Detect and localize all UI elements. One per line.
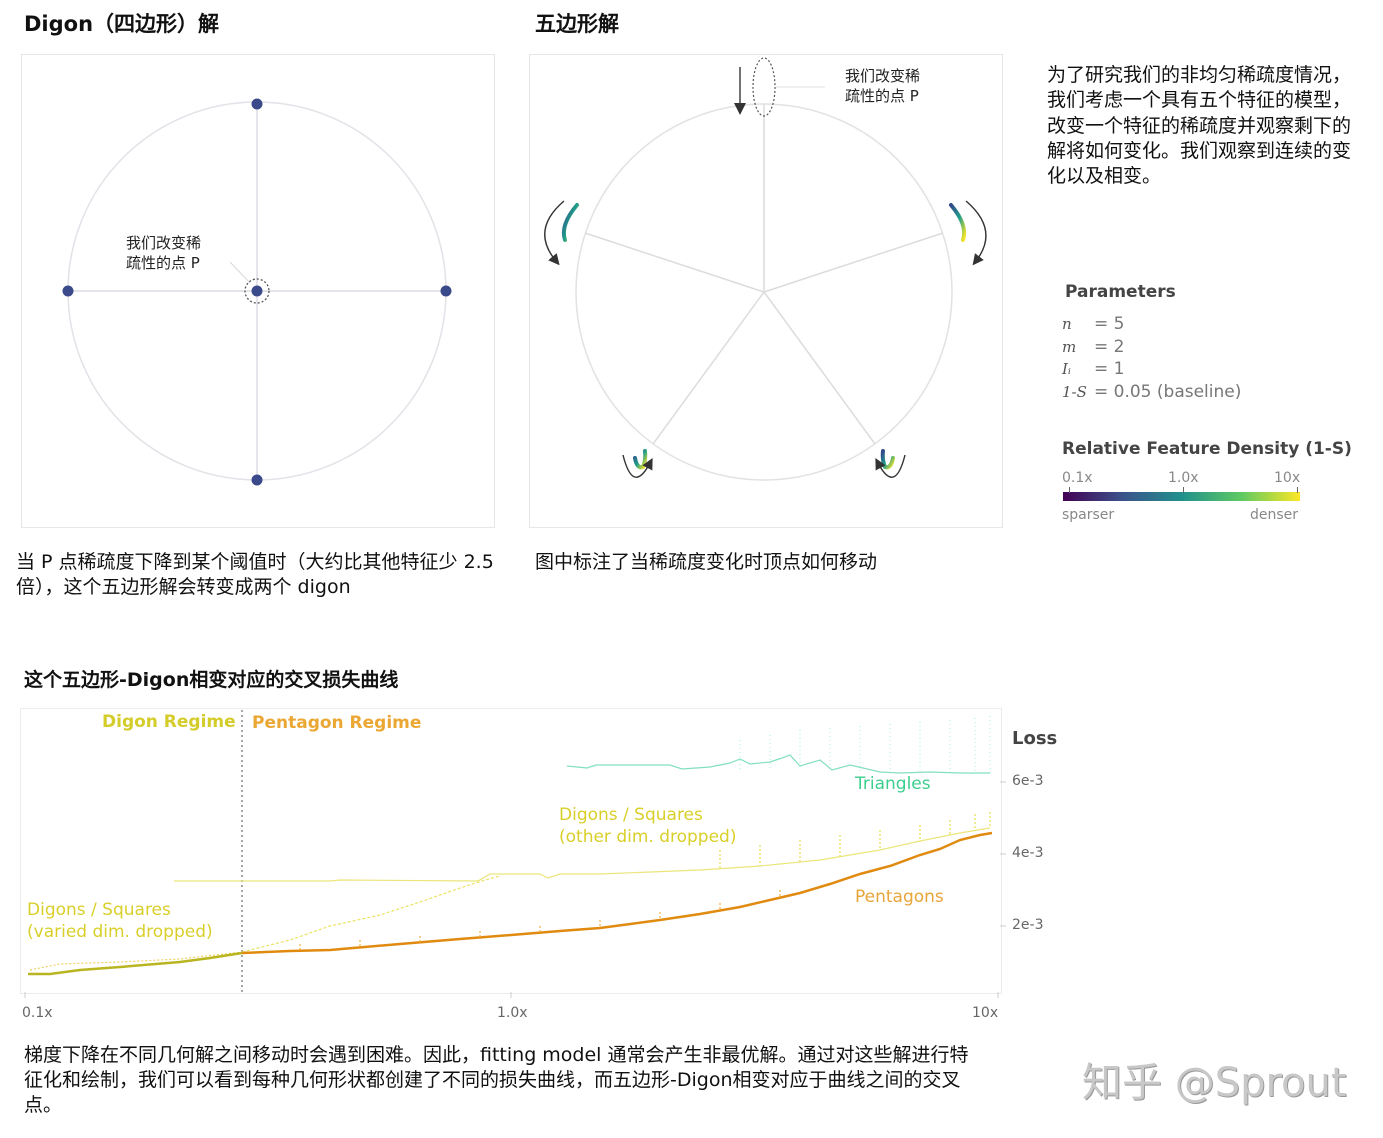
intro-text: 为了研究我们的非均匀稀疏度情况，我们考虑一个具有五个特征的模型，改变一个特征的稀… bbox=[1047, 64, 1352, 188]
colorbar-title: Relative Feature Density (1-S) bbox=[1062, 439, 1352, 459]
triangles-label: Triangles bbox=[855, 774, 931, 794]
digons-other-branch bbox=[241, 875, 501, 953]
y-tick-2e-3: 2e-3 bbox=[1012, 917, 1044, 933]
digons-other-line bbox=[174, 827, 991, 882]
y-axis-label: Loss bbox=[1012, 728, 1058, 749]
digon-diagram-panel: 我们改变稀 疏性的点 P bbox=[21, 54, 495, 528]
x-tick-0.1x: 0.1x bbox=[22, 1005, 53, 1021]
loss-chart-frame bbox=[20, 708, 1002, 994]
pentagons-label: Pentagons bbox=[855, 887, 944, 907]
param-importance: Iᵢ = 1 bbox=[1062, 359, 1125, 379]
chart-title: 这个五边形-Digon相变对应的交叉损失曲线 bbox=[24, 669, 399, 691]
pentagons-line bbox=[241, 831, 993, 955]
digons-other-variance bbox=[719, 812, 991, 870]
param-n: n = 5 bbox=[1062, 314, 1125, 334]
parameters-list: n = 5 m = 2 Iᵢ = 1 1-S = 0.05 (baseline) bbox=[1062, 313, 1241, 403]
watermark: 知乎 @Sprout bbox=[1082, 1060, 1347, 1106]
colorbar-gradient bbox=[1063, 492, 1300, 501]
triangles-line bbox=[566, 754, 990, 774]
y-tick-6e-3: 6e-3 bbox=[1012, 773, 1044, 789]
parameters-title: Parameters bbox=[1065, 282, 1176, 302]
colorbar-tick-low: 0.1x bbox=[1062, 470, 1093, 486]
digon-caption: 当 P 点稀疏度下降到某个阈值时（大约比其他特征少 2.5 倍），这个五边形解会… bbox=[16, 551, 494, 598]
vertex-bottom bbox=[251, 474, 263, 486]
digons-varied-line bbox=[28, 951, 243, 976]
colorbar-sparser-label: sparser bbox=[1062, 507, 1115, 523]
point-p-note: 我们改变稀 疏性的点 P bbox=[126, 233, 202, 273]
pentagon-caption: 图中标注了当稀疏度变化时顶点如何移动 bbox=[535, 551, 878, 573]
digons-other-label: Digons / Squares (other dim. dropped) bbox=[559, 805, 737, 847]
chart-caption: 梯度下降在不同几何解之间移动时会遇到困难。因此，fitting model 通常… bbox=[24, 1044, 969, 1116]
colorbar-tick-high: 10x bbox=[1274, 470, 1301, 486]
triangles-variance bbox=[739, 716, 991, 774]
vertex-left bbox=[62, 285, 74, 297]
y-tick-4e-3: 4e-3 bbox=[1012, 845, 1044, 861]
pentagons-variance bbox=[299, 890, 781, 952]
digon-panel-title: Digon（四边形）解 bbox=[24, 12, 220, 36]
vertex-top bbox=[251, 98, 263, 110]
digon-regime-label: Digon Regime bbox=[102, 712, 236, 732]
pentagon-panel-title: 五边形解 bbox=[535, 12, 619, 36]
colorbar-denser-label: denser bbox=[1250, 507, 1299, 523]
x-tick-1.0x: 1.0x bbox=[497, 1005, 528, 1021]
pentagon-diagram bbox=[544, 57, 987, 481]
param-density: 1-S = 0.05 (baseline) bbox=[1062, 381, 1242, 402]
digon-diagram bbox=[62, 98, 452, 486]
pentagon-regime-label: Pentagon Regime bbox=[252, 713, 422, 733]
pentagon-diagram-panel: 我们改变稀 疏性的点 P bbox=[529, 54, 1003, 528]
colorbar-tick-mid: 1.0x bbox=[1168, 470, 1199, 486]
vertex-right bbox=[440, 285, 452, 297]
digons-varied-label: Digons / Squares (varied dim. dropped) bbox=[27, 900, 213, 942]
param-m: m = 2 bbox=[1062, 336, 1125, 357]
loss-chart bbox=[24, 710, 1006, 998]
vertex-p bbox=[251, 285, 263, 297]
x-tick-10x: 10x bbox=[972, 1005, 999, 1021]
point-p-note-pentagon: 我们改变稀 疏性的点 P bbox=[845, 66, 921, 106]
